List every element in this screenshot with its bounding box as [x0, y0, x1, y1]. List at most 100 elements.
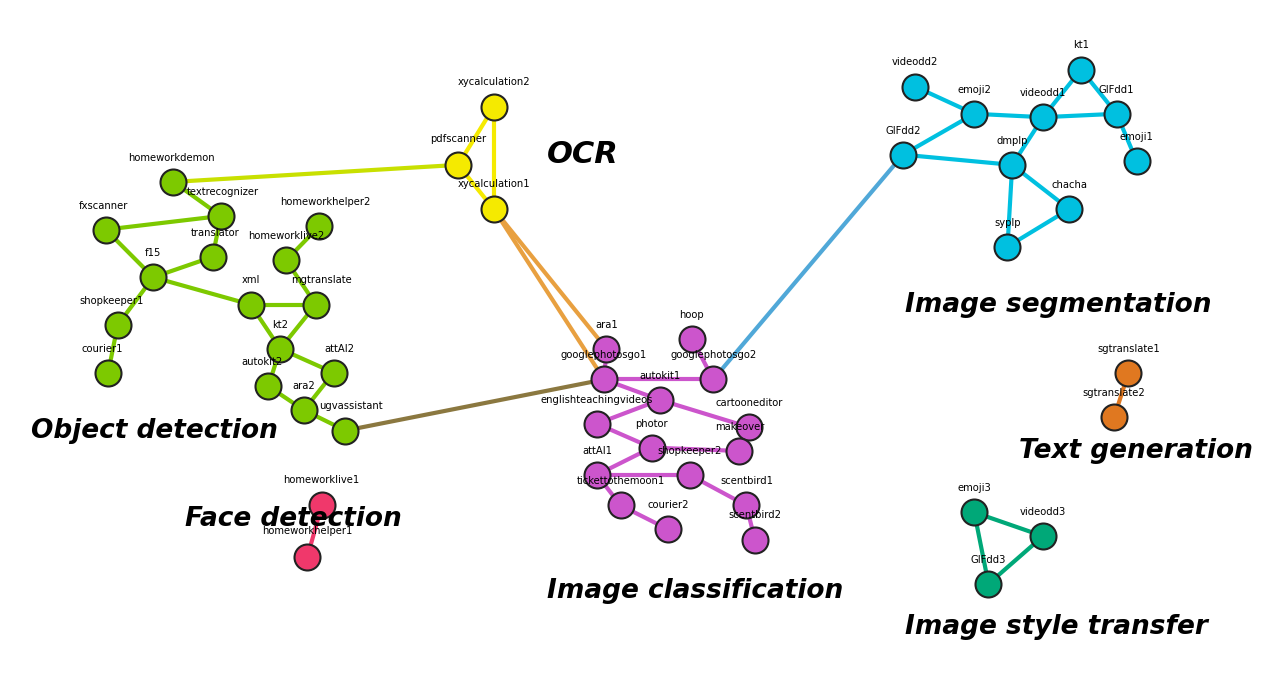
Point	[483, 204, 504, 215]
Text: xycalculation1: xycalculation1	[458, 179, 529, 189]
Point	[312, 500, 332, 511]
Text: Face detection: Face detection	[186, 506, 403, 532]
Point	[997, 241, 1018, 252]
Text: videodd2: videodd2	[892, 57, 938, 68]
Text: ara1: ara1	[595, 319, 618, 330]
Text: photor: photor	[636, 419, 668, 428]
Text: shopkeeper1: shopkeeper1	[79, 296, 144, 306]
Text: GIFdd3: GIFdd3	[970, 555, 1006, 565]
Point	[610, 500, 631, 511]
Point	[658, 524, 678, 535]
Text: attAI2: attAI2	[324, 343, 355, 354]
Point	[641, 442, 662, 453]
Text: OCR: OCR	[547, 140, 619, 169]
Text: sgtranslate1: sgtranslate1	[1097, 343, 1160, 354]
Text: googlephotosgo1: googlephotosgo1	[562, 350, 647, 360]
Point	[108, 319, 128, 330]
Text: Image style transfer: Image style transfer	[905, 614, 1209, 640]
Point	[335, 425, 355, 436]
Text: homeworkhelper2: homeworkhelper2	[279, 197, 370, 207]
Text: autokit1: autokit1	[640, 371, 681, 381]
Text: googlephotosgo2: googlephotosgo2	[670, 350, 756, 360]
Point	[1033, 531, 1054, 542]
Point	[650, 395, 670, 406]
Point	[163, 176, 183, 187]
Text: syplp: syplp	[995, 218, 1020, 228]
Text: homeworklive2: homeworklive2	[247, 231, 324, 241]
Text: sgtranslate2: sgtranslate2	[1083, 388, 1146, 398]
Text: GIFdd1: GIFdd1	[1099, 85, 1135, 94]
Text: emoji3: emoji3	[958, 483, 991, 493]
Point	[1059, 204, 1079, 215]
Point	[745, 534, 765, 545]
Point	[1118, 367, 1138, 378]
Point	[294, 405, 314, 416]
Text: mgtranslate: mgtranslate	[291, 276, 353, 285]
Text: ara2: ara2	[292, 381, 315, 391]
Point	[1070, 64, 1091, 75]
Text: autokit2: autokit2	[242, 357, 283, 367]
Text: dmplp: dmplp	[996, 136, 1028, 146]
Point	[97, 367, 118, 378]
Point	[447, 159, 468, 170]
Text: chacha: chacha	[1051, 180, 1087, 190]
Point	[1106, 108, 1127, 119]
Text: videodd1: videodd1	[1020, 88, 1067, 98]
Text: f15: f15	[145, 248, 162, 258]
Point	[323, 367, 344, 378]
Text: homeworkhelper1: homeworkhelper1	[263, 526, 353, 536]
Text: homeworkdemon: homeworkdemon	[128, 153, 214, 163]
Text: kt1: kt1	[1073, 40, 1088, 51]
Text: Object detection: Object detection	[31, 417, 278, 443]
Point	[587, 469, 608, 480]
Point	[1104, 412, 1124, 423]
Point	[240, 299, 260, 310]
Text: englishteachingvideos: englishteachingvideos	[541, 395, 653, 405]
Point	[96, 224, 117, 235]
Point	[305, 299, 326, 310]
Text: emoji2: emoji2	[958, 85, 991, 94]
Text: hoop: hoop	[679, 310, 704, 319]
Point	[276, 254, 296, 265]
Text: tickettothemoon1: tickettothemoon1	[577, 477, 665, 486]
Text: GIFdd2: GIFdd2	[886, 126, 920, 135]
Point	[892, 149, 913, 160]
Text: scentbird1: scentbird1	[720, 477, 773, 486]
Text: courier2: courier2	[647, 500, 688, 510]
Point	[703, 374, 723, 385]
Point	[736, 500, 756, 511]
Point	[1003, 159, 1023, 170]
Point	[1033, 111, 1054, 122]
Text: pdfscanner: pdfscanner	[429, 135, 486, 144]
Point	[679, 469, 700, 480]
Text: homeworklive1: homeworklive1	[283, 475, 360, 485]
Text: xml: xml	[241, 276, 260, 285]
Point	[258, 381, 278, 392]
Point	[682, 333, 703, 344]
Text: kt2: kt2	[272, 319, 288, 330]
Point	[210, 211, 231, 222]
Point	[483, 101, 504, 112]
Text: Image classification: Image classification	[547, 578, 844, 604]
Point	[978, 579, 999, 590]
Text: attAI1: attAI1	[582, 446, 612, 456]
Point	[297, 551, 318, 562]
Point	[594, 374, 614, 385]
Point	[729, 445, 750, 456]
Point	[203, 252, 223, 263]
Text: ugvassistant: ugvassistant	[319, 402, 383, 412]
Point	[309, 221, 329, 232]
Point	[905, 81, 926, 92]
Point	[738, 421, 759, 432]
Text: courier1: courier1	[82, 343, 123, 354]
Text: scentbird2: scentbird2	[728, 510, 781, 521]
Point	[271, 343, 291, 354]
Text: emoji1: emoji1	[1120, 133, 1154, 142]
Text: shopkeeper2: shopkeeper2	[658, 446, 722, 456]
Text: Image segmentation: Image segmentation	[905, 291, 1211, 317]
Text: xycalculation2: xycalculation2	[458, 77, 529, 87]
Point	[964, 108, 985, 119]
Text: Text generation: Text generation	[1019, 438, 1254, 464]
Point	[1127, 156, 1147, 167]
Text: makeover: makeover	[714, 422, 764, 432]
